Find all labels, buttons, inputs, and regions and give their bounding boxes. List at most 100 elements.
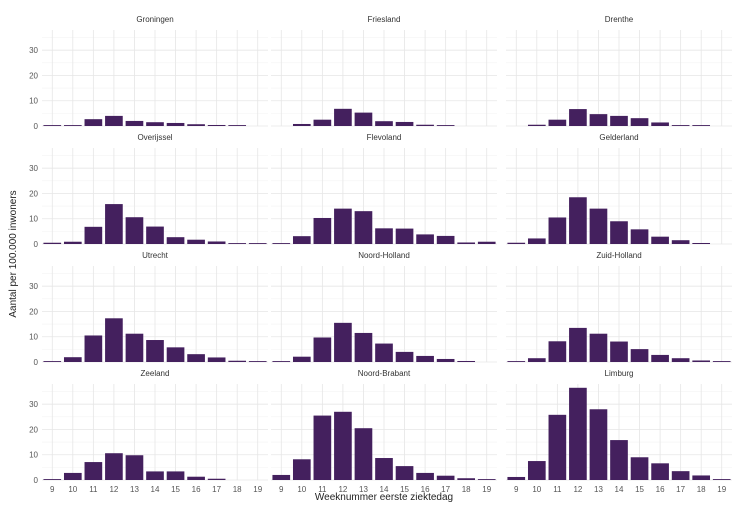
bar — [569, 387, 587, 480]
bar — [272, 243, 291, 244]
bar — [569, 197, 587, 244]
bar — [63, 241, 82, 244]
bar — [334, 108, 352, 126]
bar — [527, 238, 546, 244]
bar — [630, 118, 649, 126]
y-tick-label: 10 — [29, 451, 38, 460]
bar — [63, 125, 82, 126]
bar — [354, 428, 373, 480]
x-tick-label: 9 — [514, 485, 519, 494]
bar — [166, 347, 185, 362]
bar — [712, 479, 731, 480]
bar — [692, 475, 711, 480]
bar — [334, 208, 352, 244]
x-tick-label: 17 — [212, 485, 221, 494]
bar — [395, 351, 414, 362]
x-tick-label: 12 — [109, 485, 118, 494]
bar — [548, 414, 567, 480]
x-tick-label: 15 — [635, 485, 644, 494]
bar — [375, 228, 393, 244]
x-tick-label: 11 — [89, 485, 98, 494]
bar — [125, 455, 144, 480]
y-tick-label: 0 — [34, 476, 39, 485]
y-tick-label: 0 — [34, 122, 39, 131]
bar — [436, 125, 455, 126]
bar — [569, 327, 587, 362]
bar — [187, 476, 205, 480]
bar — [589, 409, 608, 480]
facet-panel: Flevoland — [271, 133, 497, 245]
panel-title: Noord-Holland — [358, 251, 410, 260]
facet-panel: Drenthe — [506, 15, 732, 127]
bar — [354, 332, 373, 362]
bar — [187, 354, 205, 362]
y-tick-label: 0 — [34, 240, 39, 249]
panel-title: Friesland — [368, 15, 401, 24]
bar — [125, 217, 144, 244]
bar — [671, 125, 690, 126]
bar — [610, 221, 628, 244]
bar — [207, 357, 226, 362]
bar — [507, 361, 526, 362]
bar — [630, 349, 649, 362]
y-tick-label: 30 — [29, 282, 38, 291]
x-tick-label: 18 — [233, 485, 242, 494]
bar — [248, 243, 267, 244]
facet-panel: Groningen 0 10 20 30 — [29, 15, 268, 131]
bar — [292, 236, 311, 244]
bar — [228, 243, 247, 244]
y-tick-label: 30 — [29, 46, 38, 55]
bar — [125, 333, 144, 362]
facet-panel: Friesland — [271, 15, 497, 127]
x-tick-label: 9 — [279, 485, 284, 494]
x-tick-label: 13 — [594, 485, 603, 494]
bar — [457, 242, 476, 244]
x-tick-label: 12 — [338, 485, 347, 494]
bar — [375, 458, 393, 480]
bar — [610, 115, 628, 126]
bar — [651, 463, 669, 480]
y-tick-label: 30 — [29, 400, 38, 409]
x-tick-label: 19 — [482, 485, 491, 494]
bar — [375, 121, 393, 126]
x-tick-label: 17 — [441, 485, 450, 494]
panel-title: Zeeland — [141, 369, 170, 378]
bar — [630, 457, 649, 480]
y-tick-label: 30 — [29, 164, 38, 173]
x-tick-label: 10 — [532, 485, 541, 494]
panels-container: Groningen 0 10 20 30 Friesland Drenthe Overijss… — [29, 15, 732, 494]
bar — [292, 459, 311, 480]
bar — [416, 234, 434, 244]
bar — [228, 125, 247, 126]
bar — [84, 119, 103, 126]
bar — [228, 360, 247, 362]
y-tick-label: 10 — [29, 215, 38, 224]
bar — [125, 120, 144, 126]
panel-title: Drenthe — [605, 15, 634, 24]
panel-title: Groningen — [136, 15, 173, 24]
bar — [651, 236, 669, 244]
bar — [207, 478, 226, 480]
x-tick-label: 16 — [192, 485, 201, 494]
bar — [457, 360, 476, 362]
bar — [527, 358, 546, 362]
bar — [589, 208, 608, 244]
facet-panel: Limburg 9 10 11 12 13 14 15 16 17 18 19 — [506, 369, 732, 494]
bar — [84, 226, 103, 244]
bar — [507, 476, 526, 480]
bar — [166, 122, 185, 126]
bar — [692, 360, 711, 362]
x-tick-label: 13 — [130, 485, 139, 494]
bar — [630, 229, 649, 244]
bar — [187, 239, 205, 244]
facet-panel: Overijssel 0 10 20 30 — [29, 133, 268, 249]
x-tick-label: 16 — [421, 485, 430, 494]
bar — [395, 466, 414, 480]
bar — [63, 472, 82, 480]
x-tick-label: 9 — [50, 485, 55, 494]
bar — [692, 242, 711, 244]
bar — [354, 112, 373, 126]
x-tick-label: 11 — [318, 485, 327, 494]
bar — [313, 415, 332, 480]
x-axis-title: Weeknummer eerste ziektedag — [315, 492, 453, 503]
